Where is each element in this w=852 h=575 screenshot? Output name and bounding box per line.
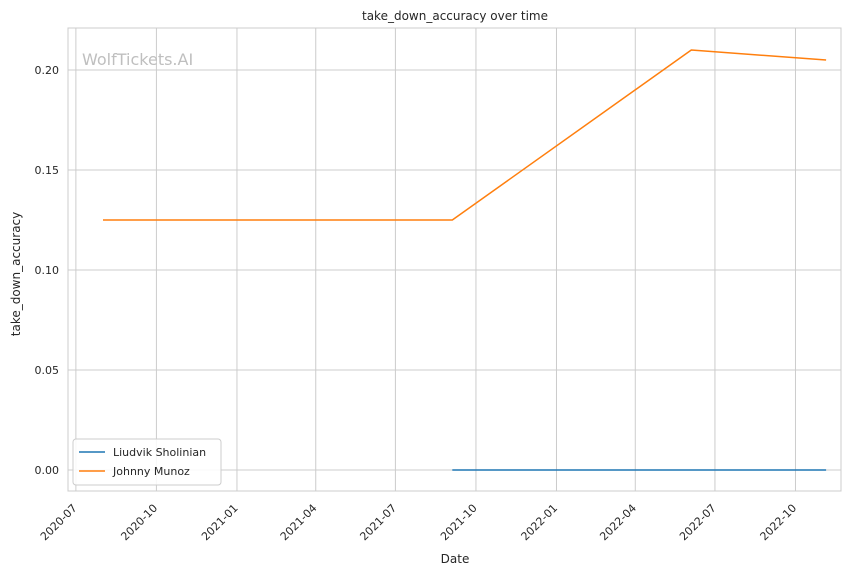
series-line-johnny-munoz <box>103 49 827 221</box>
series-layer <box>103 49 827 471</box>
chart-title: take_down_accuracy over time <box>362 9 548 23</box>
y-tick-label: 0.10 <box>35 264 60 277</box>
legend-label-liudvik-sholinian: Liudvik Sholinian <box>113 446 206 459</box>
x-tick-label: 2021-07 <box>357 502 399 544</box>
x-axis-label: Date <box>441 552 470 566</box>
plot-frame <box>67 27 842 492</box>
y-axis-label: take_down_accuracy <box>9 212 23 336</box>
legend-label-johnny-munoz: Johnny Munoz <box>112 465 190 478</box>
x-tick-label: 2021-04 <box>278 502 320 544</box>
x-tick-label: 2022-07 <box>677 502 719 544</box>
y-tick-label: 0.20 <box>35 64 60 77</box>
y-tick-label: 0.15 <box>35 164 60 177</box>
x-tick-label: 2021-01 <box>199 502 241 544</box>
watermark: WolfTickets.AI <box>82 50 193 69</box>
plot-background <box>68 28 841 491</box>
x-axis-ticks: 2020-07 2020-10 2021-01 2021-04 2021-07 2021-… <box>38 502 799 544</box>
x-tick-label: 2020-07 <box>38 502 80 544</box>
y-axis-ticks: 0.00 0.05 0.10 0.15 0.20 <box>35 64 60 477</box>
x-tick-label: 2022-04 <box>597 502 639 544</box>
x-tick-label: 2022-01 <box>519 502 561 544</box>
plot-area <box>68 28 841 491</box>
x-tick-label: 2020-10 <box>118 502 160 544</box>
legend: Liudvik Sholinian Johnny Munoz <box>72 438 222 486</box>
x-tick-label: 2021-10 <box>438 502 480 544</box>
legend-box <box>72 438 222 486</box>
y-tick-label: 0.00 <box>35 464 60 477</box>
y-tick-label: 0.05 <box>35 364 60 377</box>
x-tick-label: 2022-10 <box>758 502 800 544</box>
